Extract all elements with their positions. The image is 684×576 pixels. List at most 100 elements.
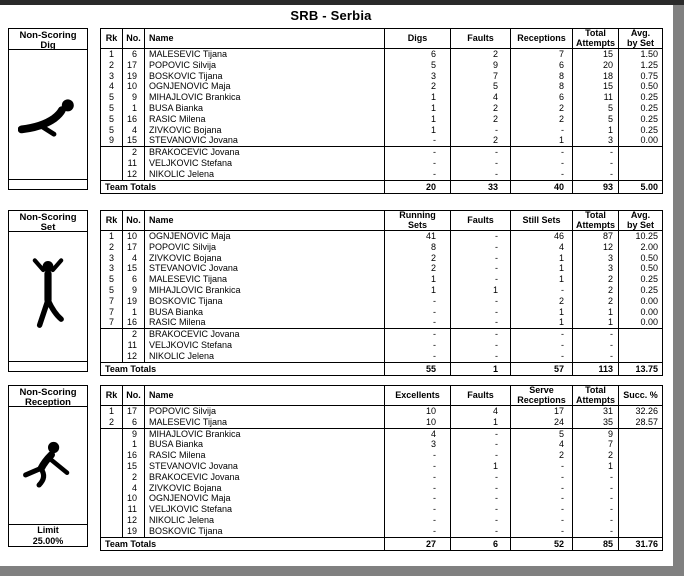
team-totals-label: Team Totals <box>100 361 385 376</box>
stat-cell: 35 <box>572 416 619 429</box>
stat-cell: 5 <box>450 81 511 93</box>
section-title-line1: Non-Scoring <box>19 387 77 398</box>
stat-cell: 1 <box>384 274 451 285</box>
stat-cell: 17 <box>122 59 145 71</box>
stat-cell <box>100 427 123 440</box>
player-row: 5 9 MIHAJLOVIC Brankica 1 1-2 0.25 <box>100 284 663 296</box>
stat-cell: - <box>384 493 451 505</box>
stat-cell: 3 <box>572 135 619 147</box>
column-header: Faults <box>450 210 511 231</box>
stat-cell <box>100 471 123 483</box>
column-header: Receptions <box>510 28 573 49</box>
stat-cell <box>618 450 663 461</box>
column-header: Rk <box>100 385 123 406</box>
player-name: BRAKOCEVIC Jovana <box>144 146 385 158</box>
stat-cell: - <box>572 339 619 351</box>
stat-cell: - <box>510 482 573 494</box>
stat-cell: 1 <box>122 439 145 451</box>
stat-cell: 3 <box>100 252 123 264</box>
stat-cell: 4 <box>510 439 573 451</box>
player-name: BOSKOVIC Tijana <box>144 70 385 82</box>
team-total-cell: 85 <box>572 536 619 551</box>
stat-cell: 4 <box>384 427 451 440</box>
player-row: 1 6 MALESEVIC Tijana 6 2 7 15 1.50 <box>100 48 663 60</box>
stat-cell: 2 <box>384 263 451 275</box>
player-name: MIHAJLOVIC Brankica <box>144 92 385 103</box>
team-total-cell: 113 <box>572 361 619 376</box>
column-header: Avg. by Set <box>618 28 663 49</box>
stat-cell: 0.50 <box>618 81 663 93</box>
team-total-cell: 93 <box>572 179 619 194</box>
stat-cell: 16 <box>122 450 145 461</box>
stat-cell: 7 <box>450 70 511 82</box>
player-name: MIHAJLOVIC Brankica <box>144 427 385 440</box>
column-header: Digs <box>384 28 451 49</box>
player-name: OGNJENOVIC Maja <box>144 493 385 505</box>
stat-cell: - <box>384 339 451 351</box>
stat-cell: 12 <box>572 241 619 253</box>
player-row: 12 NIKOLIC Jelena - - - - <box>100 350 663 363</box>
stat-cell: 5 <box>100 113 123 125</box>
column-header: Name <box>144 28 385 49</box>
column-header: Still Sets <box>510 210 573 231</box>
stat-cell: - <box>384 514 451 526</box>
stat-cell: 9 <box>122 284 145 296</box>
stat-cell: 9 <box>450 59 511 71</box>
stat-cell: 4 <box>122 252 145 264</box>
column-header: Total Attempts <box>572 28 619 49</box>
stat-cell: 2 <box>450 102 511 114</box>
stat-cell: - <box>450 252 511 264</box>
player-row: 9 MIHAJLOVIC Brankica 4-5 9 <box>100 427 663 440</box>
stat-cell: - <box>572 514 619 526</box>
reception-section: Non-Scoring Reception Limit 25.00% <box>8 385 663 551</box>
stat-cell: 7 <box>510 48 573 60</box>
stat-cell: 5 <box>572 102 619 114</box>
stat-cell: - <box>450 328 511 340</box>
stat-cell: - <box>384 317 451 329</box>
stat-cell <box>100 525 123 538</box>
column-header: Faults <box>450 28 511 49</box>
stat-cell: - <box>510 525 573 538</box>
stat-cell: 3 <box>572 263 619 275</box>
stat-cell: - <box>450 146 511 158</box>
stat-cell: 1.25 <box>618 59 663 71</box>
column-header: No. <box>122 28 145 49</box>
stat-cell: 12 <box>122 350 145 363</box>
team-total-cell: 52 <box>510 536 573 551</box>
player-name: NIKOLIC Jelena <box>144 514 385 526</box>
stat-cell: 10 <box>122 81 145 93</box>
stat-cell: - <box>450 317 511 329</box>
stat-cell: 0.00 <box>618 306 663 318</box>
stat-cell: - <box>572 504 619 515</box>
team-totals-row: Team Totals 27 6 52 85 31.76 <box>100 536 663 551</box>
stat-cell: - <box>510 514 573 526</box>
player-row: 7 16 RASIC Milena - -1 1 0.00 <box>100 317 663 329</box>
player-row: 16 RASIC Milena - -2 2 <box>100 450 663 461</box>
stat-cell: 4 <box>122 124 145 136</box>
stat-cell: 1 <box>510 317 573 329</box>
stat-cell: 2 <box>510 102 573 114</box>
player-name: ZIVKOVIC Bojana <box>144 124 385 136</box>
stat-cell: - <box>510 168 573 181</box>
stat-cell: 0.25 <box>618 102 663 114</box>
stat-cell: 1 <box>122 306 145 318</box>
stat-cell: 10.25 <box>618 230 663 242</box>
stat-cell <box>618 504 663 515</box>
stat-cell: 1 <box>450 284 511 296</box>
stat-cell: 3 <box>384 439 451 451</box>
stat-cell: 28.57 <box>618 416 663 429</box>
stat-cell: 8 <box>510 70 573 82</box>
header-row: Rk No. Name Digs Faults Receptions Total Attemp… <box>100 28 663 49</box>
player-row: 2 17 POPOVIC Silvija 8-4 12 2.00 <box>100 241 663 253</box>
stat-cell: - <box>510 350 573 363</box>
stat-cell: 1 <box>100 405 123 417</box>
section-title-line1: Non-Scoring <box>19 30 77 41</box>
player-row: 11 VELJKOVIC Stefana - - - - <box>100 157 663 169</box>
player-name: STEVANOVIC Jovana <box>144 135 385 147</box>
stat-cell: - <box>510 504 573 515</box>
player-row: 2 BRAKOCEVIC Jovana - - - - <box>100 328 663 340</box>
stat-cell <box>100 493 123 505</box>
stat-cell: - <box>384 482 451 494</box>
stat-cell <box>618 514 663 526</box>
stat-cell: - <box>510 339 573 351</box>
